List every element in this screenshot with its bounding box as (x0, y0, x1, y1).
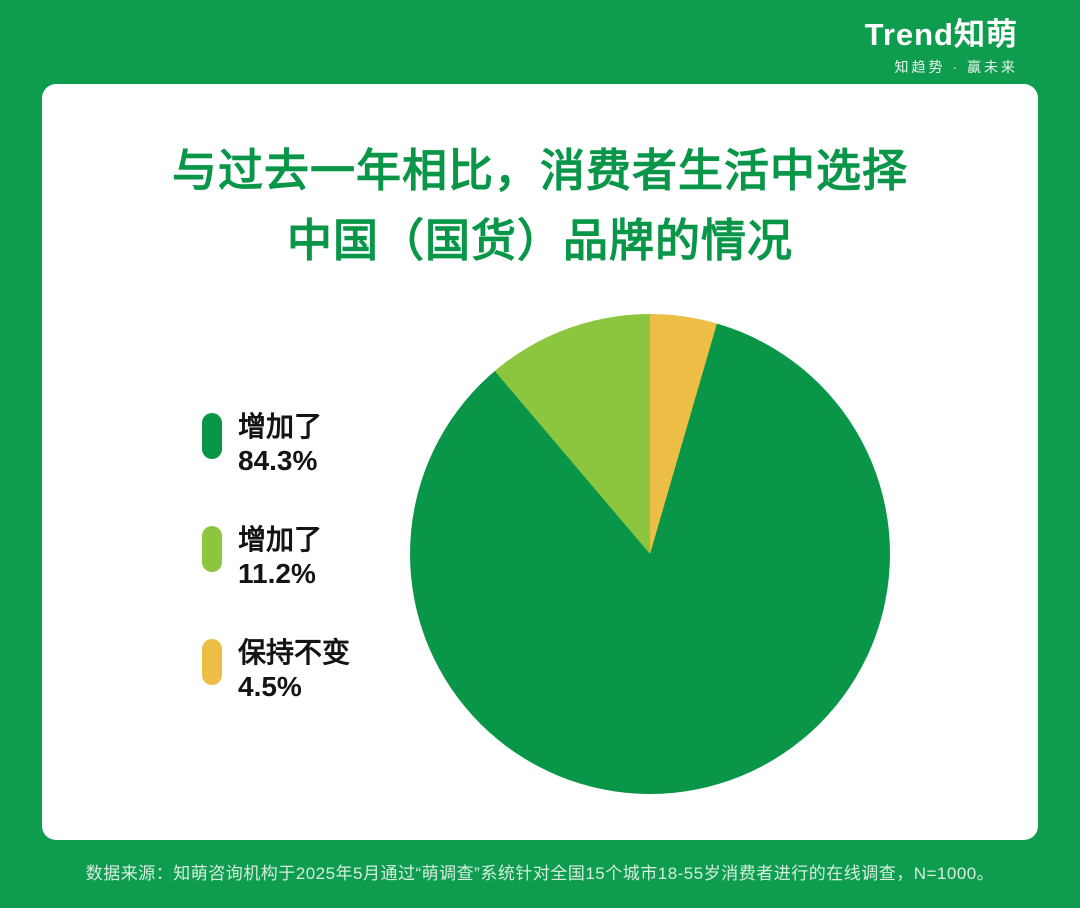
legend-item-label: 增加了 (238, 411, 323, 442)
legend-item-label: 增加了 (238, 524, 323, 555)
chart-card: 与过去一年相比，消费者生活中选择 中国（国货）品牌的情况 增加了 84.3% 增… (42, 84, 1038, 840)
data-source-note: 数据来源：知萌咨询机构于2025年5月通过“萌调查”系统针对全国15个城市18-… (85, 864, 995, 883)
legend-item-value: 84.3% (238, 445, 318, 476)
legend-item-text: 增加了 11.2% (238, 523, 322, 591)
legend-item-label: 保持不变 (238, 637, 351, 668)
brand-logo-text: Trend知萌 (864, 17, 1018, 52)
legend-item: 增加了 84.3% (202, 410, 350, 478)
chart-title-line1: 与过去一年相比，消费者生活中选择 (171, 145, 908, 196)
brand-tagline: 知趋势 · 赢未来 (894, 59, 1018, 75)
legend-swatch-dark-green (202, 413, 222, 459)
legend-swatch-yellow (202, 639, 222, 685)
chart-title-line2: 中国（国货）品牌的情况 (286, 215, 793, 266)
chart-legend: 增加了 84.3% 增加了 11.2% 保持不变 4.5% (202, 410, 350, 749)
legend-item: 增加了 11.2% (202, 523, 350, 591)
legend-item-text: 保持不变 4.5% (238, 636, 350, 704)
legend-item-text: 增加了 84.3% (238, 410, 322, 478)
legend-swatch-light-green (202, 526, 222, 572)
chart-title: 与过去一年相比，消费者生活中选择 中国（国货）品牌的情况 (42, 136, 1038, 276)
legend-item-value: 4.5% (238, 671, 302, 702)
brand-logo: Trend知萌 知趋势 · 赢未来 (865, 18, 1018, 77)
legend-item: 保持不变 4.5% (202, 636, 350, 704)
legend-item-value: 11.2% (238, 558, 316, 589)
pie-chart (410, 314, 890, 794)
